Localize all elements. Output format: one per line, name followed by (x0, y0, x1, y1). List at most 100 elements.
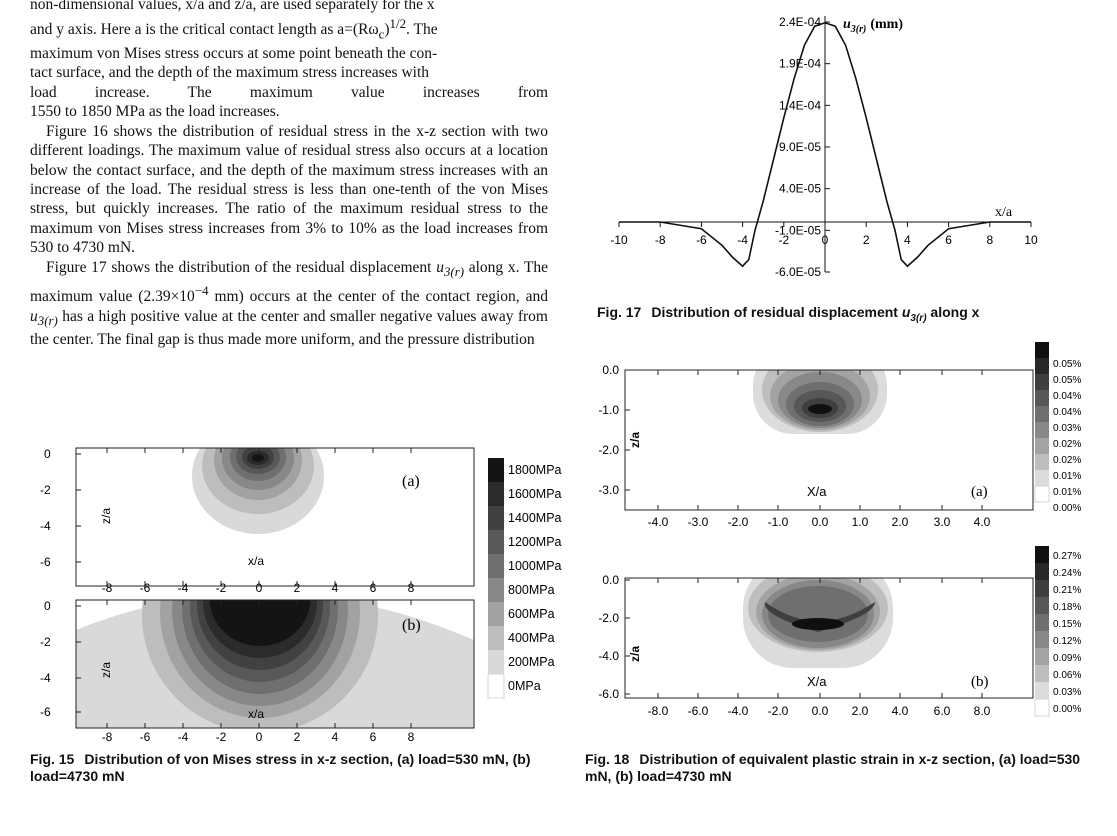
fig18-legend-a-label: 0.02% (1053, 455, 1081, 466)
fig17-x-tick: -10 (610, 233, 628, 247)
fig17-y-tick: 4.0E-05 (779, 182, 821, 196)
fig15-b-xtick: -6 (140, 730, 151, 744)
figure-17-svg: 2.4E-04 1.9E-04 1.4E-04 9.0E-05 4.0E-05 -1.0E… (610, 15, 1038, 279)
fig17-caption-u: u (901, 304, 911, 320)
fig18-legend-b-label: 0.09% (1053, 653, 1081, 664)
fig18-legend-b-swatch (1035, 665, 1049, 682)
fig18-b-xtick: 4.0 (892, 704, 909, 718)
fig18-legend-b-label: 0.24% (1053, 568, 1081, 579)
fig15-legend-swatch (488, 602, 504, 626)
fig18-a-ylabel: z/a (628, 432, 642, 448)
fig18-legend-b-swatch (1035, 682, 1049, 699)
fig15-a-ytick: 0 (44, 447, 51, 461)
fig15-caption-label: Fig. 15 (30, 751, 75, 767)
fig15-legend-label: 1000MPa (508, 559, 562, 573)
fig15-b-xtick: -8 (102, 730, 113, 744)
figure-18-svg: 0.0 -1.0 -2.0 -3.0 -4.0 -3.0 -2.0 -1.0 0… (598, 342, 1081, 718)
fig15-a-xtick: 8 (408, 581, 415, 595)
fig15-legend-label: 1400MPa (508, 511, 562, 525)
fig18-legend-a-label: 0.02% (1053, 439, 1081, 450)
fig18-legend-a-swatch (1035, 422, 1049, 438)
fig18-legend-b-swatch (1035, 648, 1049, 665)
fig15-b-xtick: 6 (370, 730, 377, 744)
fig18-legend-b-label: 0.06% (1053, 670, 1081, 681)
fig15-a-xtick: 0 (256, 581, 263, 595)
p1-sub: c (378, 26, 385, 42)
fig18-a-ytick: -2.0 (598, 443, 619, 457)
fig18-legend-a-swatch (1035, 454, 1049, 470)
fig18-legend-b: 0.27% 0.24% 0.21% 0.18% 0.15% 0.12% 0.09… (1034, 546, 1081, 717)
figure-15-svg: 0 -2 -4 -6 0 -2 -4 -6 -8 -6 -4 -2 0 2 4 … (40, 447, 562, 744)
fig15-legend-label: 800MPa (508, 583, 555, 597)
fig18-a-xtick: -3.0 (688, 515, 709, 529)
fig18-legend-a-swatch (1035, 406, 1049, 422)
fig17-x-ticks: -10 -8 -6 -4 -2 0 2 4 6 8 10 (610, 233, 1038, 247)
fig17-caption-text: Distribution of residual displacement (651, 304, 902, 320)
fig18-legend-a-label: 0.04% (1053, 391, 1081, 402)
fig15-a-xtick: -8 (102, 581, 113, 595)
p1-line-2: and y axis. Here a is the critical conta… (30, 21, 379, 39)
fig18-a-xtick: -1.0 (768, 515, 789, 529)
fig18-legend-a: 0.05% 0.05% 0.04% 0.04% 0.03% 0.02% 0.02… (1034, 342, 1081, 514)
fig15-legend-swatch (487, 673, 505, 699)
fig15-panel-a-label: (a) (402, 473, 420, 490)
fig18-panel-b-frame (624, 577, 1034, 699)
fig18-legend-a-swatches (1034, 342, 1050, 503)
fig18-legend-b-swatch (1035, 597, 1049, 614)
fig15-a-ytick: -6 (40, 555, 51, 569)
fig17-x-tick: 10 (1024, 233, 1038, 247)
p1-line-6: 1550 to 1850 MPa as the load increases. (30, 103, 280, 121)
fig15-legend: 1800MPa 1600MPa 1400MPa 1200MPa 1000MPa … (487, 458, 562, 699)
fig15-caption-text: Distribution of von Mises stress in x-z … (30, 751, 531, 784)
fig17-x-tick: 4 (904, 233, 911, 247)
fig15-legend-swatch (488, 482, 504, 506)
fig15-b-xtick: 0 (256, 730, 263, 744)
fig17-caption-label: Fig. 17 (597, 304, 642, 320)
fig15-b-xtick: 2 (294, 730, 301, 744)
fig15-legend-swatch (488, 458, 504, 482)
fig18-b-xtick: -4.0 (728, 704, 749, 718)
fig17-y-tick: 1.9E-04 (779, 57, 821, 71)
fig15-legend-label: 600MPa (508, 607, 555, 621)
figure-17: 2.4E-04 1.9E-04 1.4E-04 9.0E-05 4.0E-05 -1.0E… (585, 0, 1105, 300)
fig18-legend-b-label: 0.18% (1053, 602, 1081, 613)
fig18-b-yticks: 0.0 -2.0 -4.0 -6.0 (598, 573, 619, 701)
fig18-legend-a-swatch (1035, 374, 1049, 390)
fig18-a-ytick: -1.0 (598, 403, 619, 417)
fig15-b-xtick: -4 (178, 730, 189, 744)
fig15-b-xtick: 8 (408, 730, 415, 744)
fig18-panel-b-contours (743, 578, 893, 668)
p3-u-sub-2: 3(r) (37, 312, 58, 328)
paragraph-3: Figure 17 shows the distribution of the … (30, 258, 548, 350)
fig18-legend-b-label: 0.12% (1053, 636, 1081, 647)
fig15-panel-b-contours (76, 600, 474, 728)
fig17-x-tick: 2 (863, 233, 870, 247)
fig17-ylabel: u3(r) (mm) (843, 17, 903, 35)
fig17-axes (618, 16, 1032, 273)
fig15-a-xtick: 2 (294, 581, 301, 595)
fig18-caption: Fig. 18 Distribution of equivalent plasti… (585, 751, 1105, 785)
fig18-legend-a-label: 0.01% (1053, 471, 1081, 482)
fig15-legend-label: 1200MPa (508, 535, 562, 549)
p3-start: Figure 17 shows the distribution of the … (46, 258, 432, 276)
fig18-a-ytick: -3.0 (598, 483, 619, 497)
fig18-legend-a-swatch (1035, 390, 1049, 406)
fig18-a-xtick: 2.0 (892, 515, 909, 529)
fig18-panel-b-label: (b) (971, 674, 989, 690)
fig18-legend-a-label: 0.05% (1053, 359, 1081, 370)
fig18-b-ylabel: z/a (628, 646, 642, 662)
fig18-legend-b-swatch (1035, 580, 1049, 597)
fig15-b-ytick: -2 (40, 635, 51, 649)
p1-line-3: maximum von Mises stress occurs at some … (30, 45, 438, 63)
fig15-legend-label: 200MPa (508, 655, 555, 669)
fig18-a-ytick: 0.0 (602, 363, 619, 377)
fig17-y-tick: 9.0E-05 (779, 140, 821, 154)
p1-paren: ) (384, 21, 390, 39)
fig15-legend-swatch (488, 578, 504, 602)
fig18-panel-a-label: (a) (971, 484, 988, 500)
fig18-b-xlabel: X/a (807, 674, 827, 689)
fig15-panel-b-label: (b) (402, 617, 421, 634)
fig15-legend-swatch (488, 530, 504, 554)
p3-u: u (436, 258, 444, 276)
fig17-y-tick: 1.4E-04 (779, 98, 821, 112)
